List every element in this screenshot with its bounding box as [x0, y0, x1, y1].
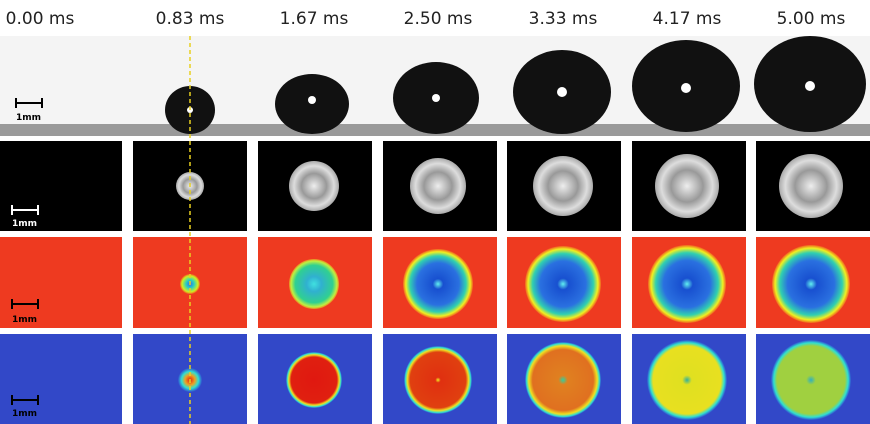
time-label: 4.17 ms — [653, 9, 722, 29]
scale-label: 1mm — [12, 315, 37, 325]
time-label: 0.83 ms — [156, 9, 225, 29]
time-label: 0.00 ms — [6, 9, 75, 29]
scale-label: 1mm — [12, 219, 37, 229]
red-map-row: 1mm — [0, 237, 870, 328]
time-label: 1.67 ms — [280, 9, 349, 29]
side-view-row: 1mm — [0, 36, 870, 136]
scale-label: 1mm — [16, 113, 41, 123]
top-view-row: 1mm — [0, 141, 870, 231]
time-label: 3.33 ms — [529, 9, 598, 29]
scale-label: 1mm — [12, 409, 37, 419]
time-label: 5.00 ms — [777, 9, 846, 29]
blue-map-row: 1mm — [0, 334, 870, 424]
time-labels: 0.00 ms 0.83 ms 1.67 ms 2.50 ms 3.33 ms … — [6, 9, 846, 29]
time-label: 2.50 ms — [404, 9, 473, 29]
figure: 0.00 ms 0.83 ms 1.67 ms 2.50 ms 3.33 ms … — [0, 0, 870, 424]
